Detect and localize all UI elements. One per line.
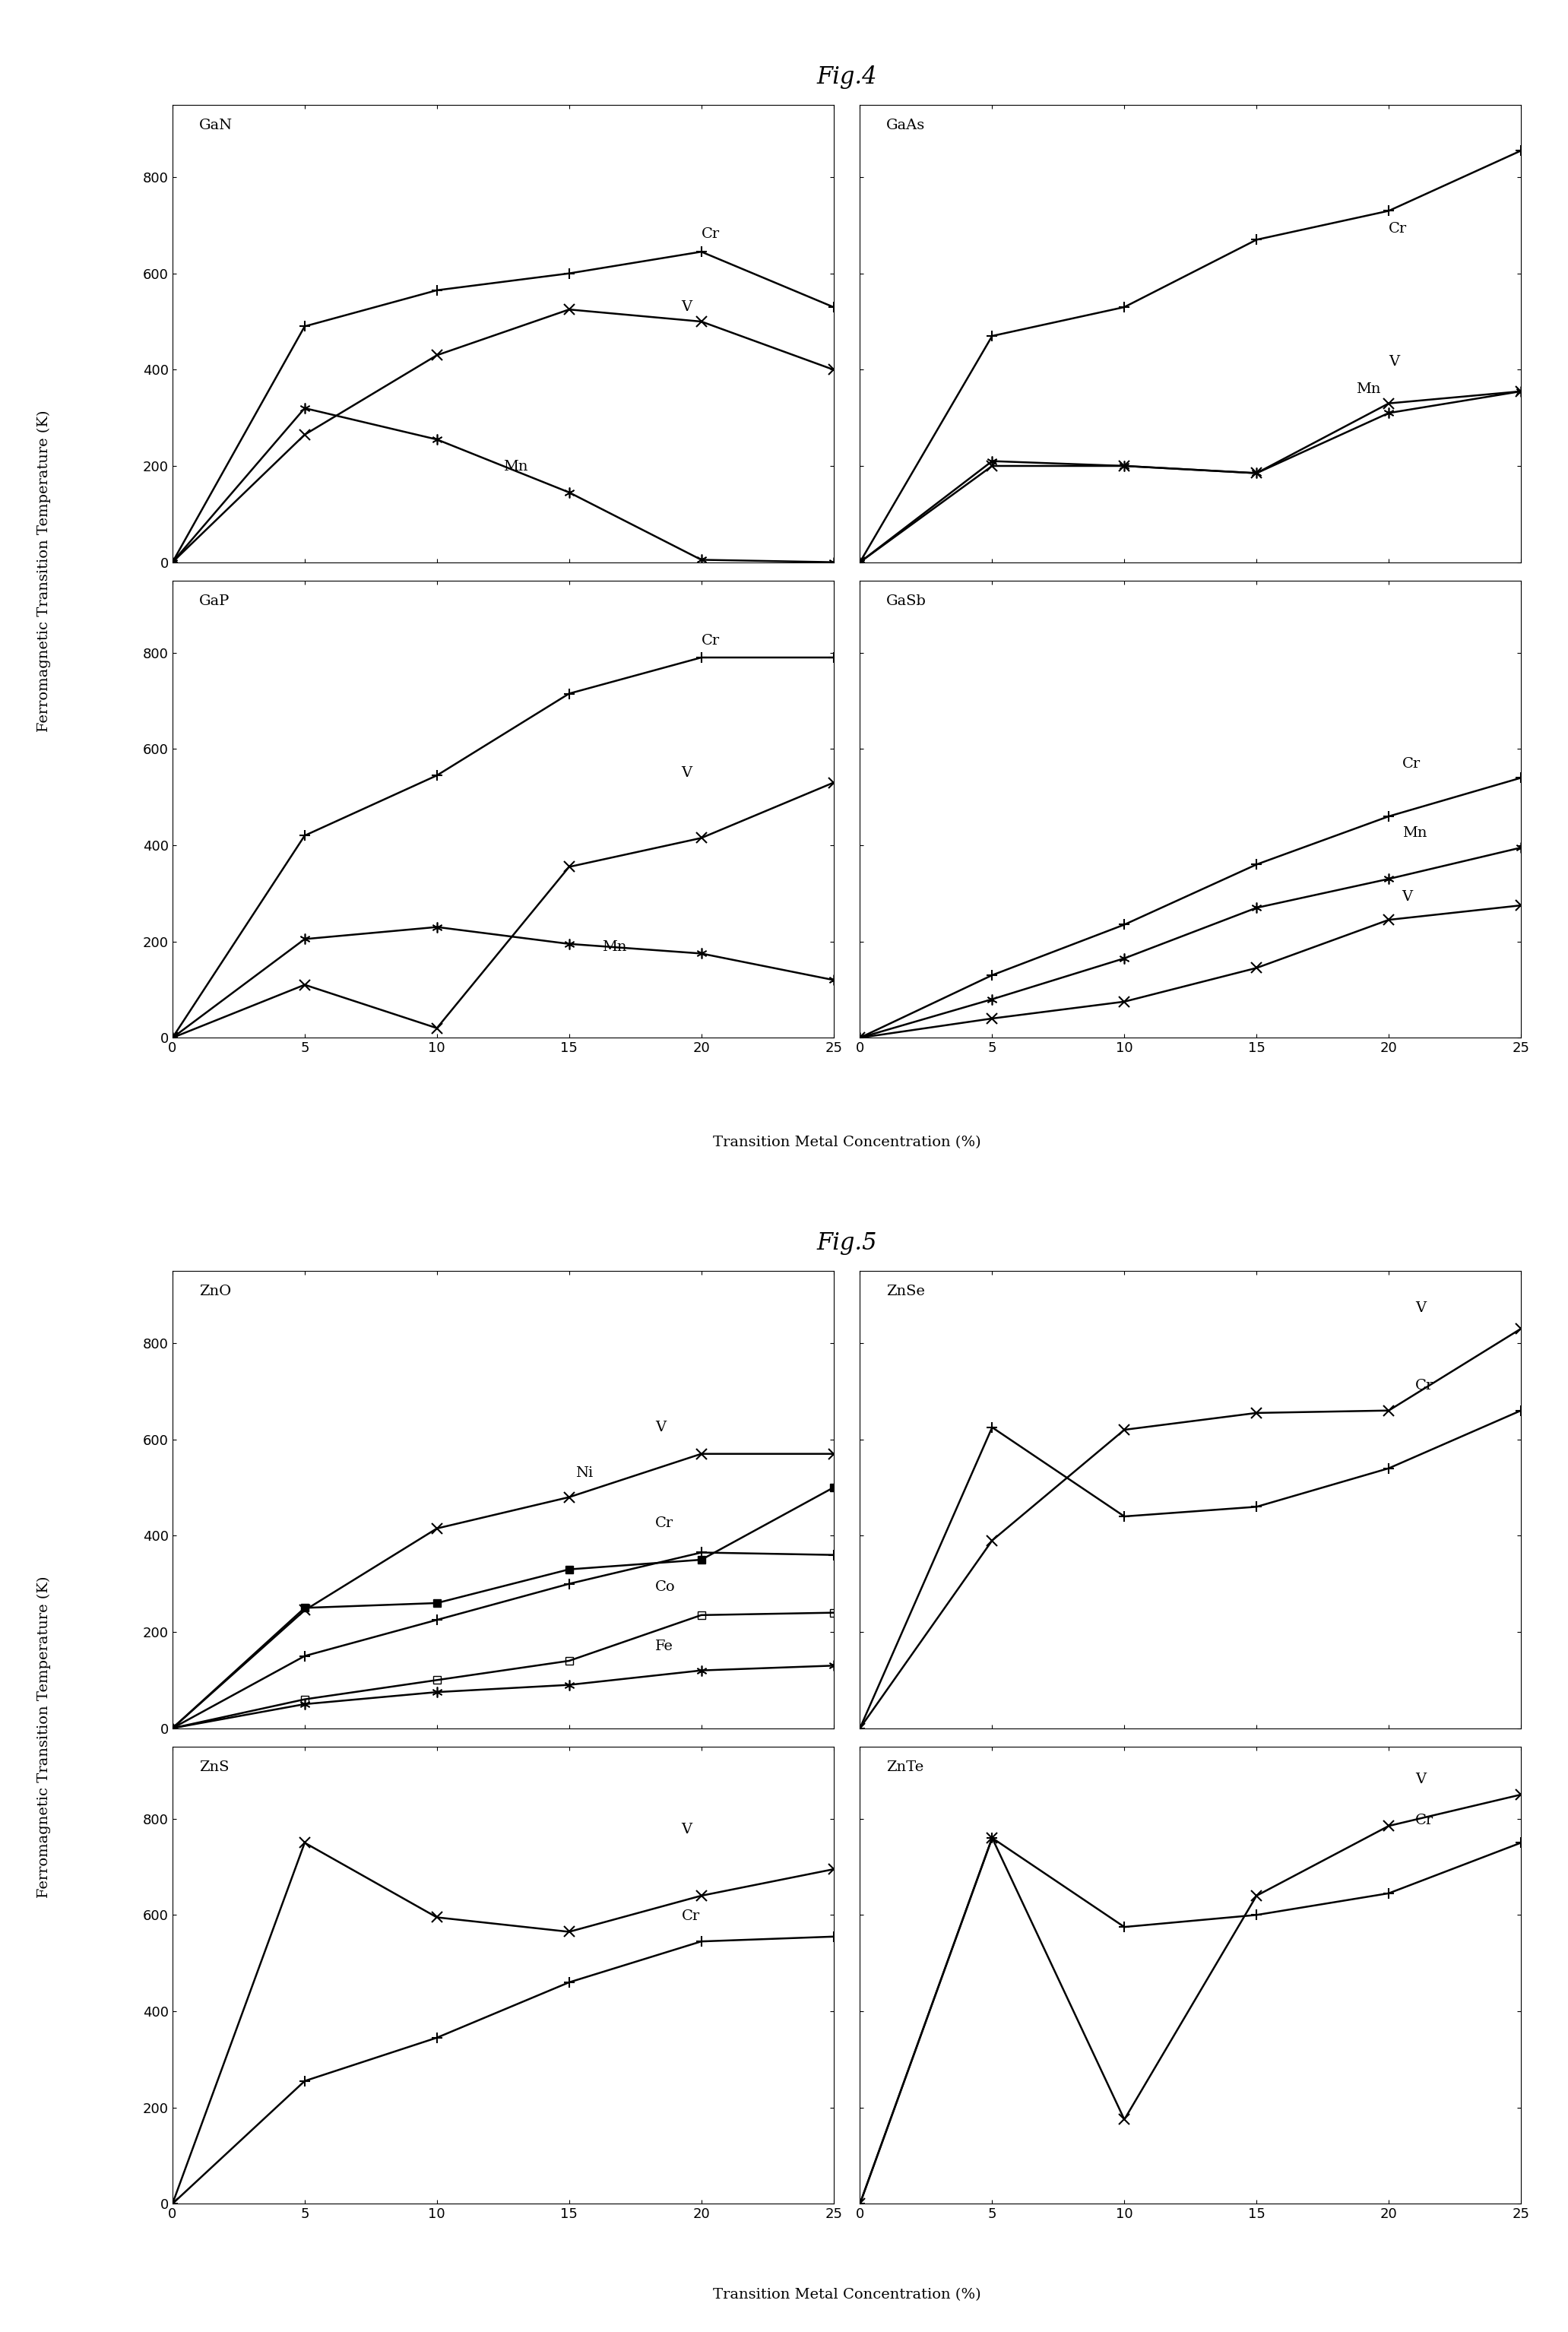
Text: Cr: Cr [701,634,720,648]
Text: Cr: Cr [1402,758,1421,772]
Text: Mn: Mn [1356,382,1380,396]
Text: Mn: Mn [602,940,627,954]
Text: Cr: Cr [701,226,720,240]
Text: V: V [682,1824,691,1835]
Text: GaN: GaN [199,119,232,133]
Text: Fe: Fe [655,1639,673,1653]
Text: V: V [1416,1301,1425,1315]
Text: ZnSe: ZnSe [886,1285,925,1299]
Text: Cr: Cr [1416,1378,1433,1392]
Text: Cr: Cr [655,1516,673,1530]
Text: Transition Metal Concentration (%): Transition Metal Concentration (%) [713,1136,980,1150]
Text: Cr: Cr [1416,1814,1433,1828]
Text: V: V [682,767,691,781]
Text: Cr: Cr [682,1910,699,1924]
Text: V: V [682,301,691,315]
Text: Ferromagnetic Transition Temperature (K): Ferromagnetic Transition Temperature (K) [38,1576,50,1898]
Text: ZnS: ZnS [199,1761,229,1775]
Text: Transition Metal Concentration (%): Transition Metal Concentration (%) [713,2288,980,2302]
Text: Fig.5: Fig.5 [817,1231,877,1255]
Text: Co: Co [655,1581,676,1595]
Text: V: V [655,1420,666,1434]
Text: Ferromagnetic Transition Temperature (K): Ferromagnetic Transition Temperature (K) [38,410,50,732]
Text: V: V [1389,354,1400,368]
Text: Mn: Mn [503,459,528,473]
Text: GaSb: GaSb [886,595,927,609]
Text: V: V [1402,891,1413,902]
Text: Ni: Ni [575,1467,593,1481]
Text: Mn: Mn [1402,826,1427,840]
Text: Cr: Cr [1389,222,1406,236]
Text: GaP: GaP [199,595,229,609]
Text: ZnO: ZnO [199,1285,230,1299]
Text: ZnTe: ZnTe [886,1761,924,1775]
Text: V: V [1416,1772,1425,1786]
Text: Fig.4: Fig.4 [817,65,877,89]
Text: GaAs: GaAs [886,119,925,133]
